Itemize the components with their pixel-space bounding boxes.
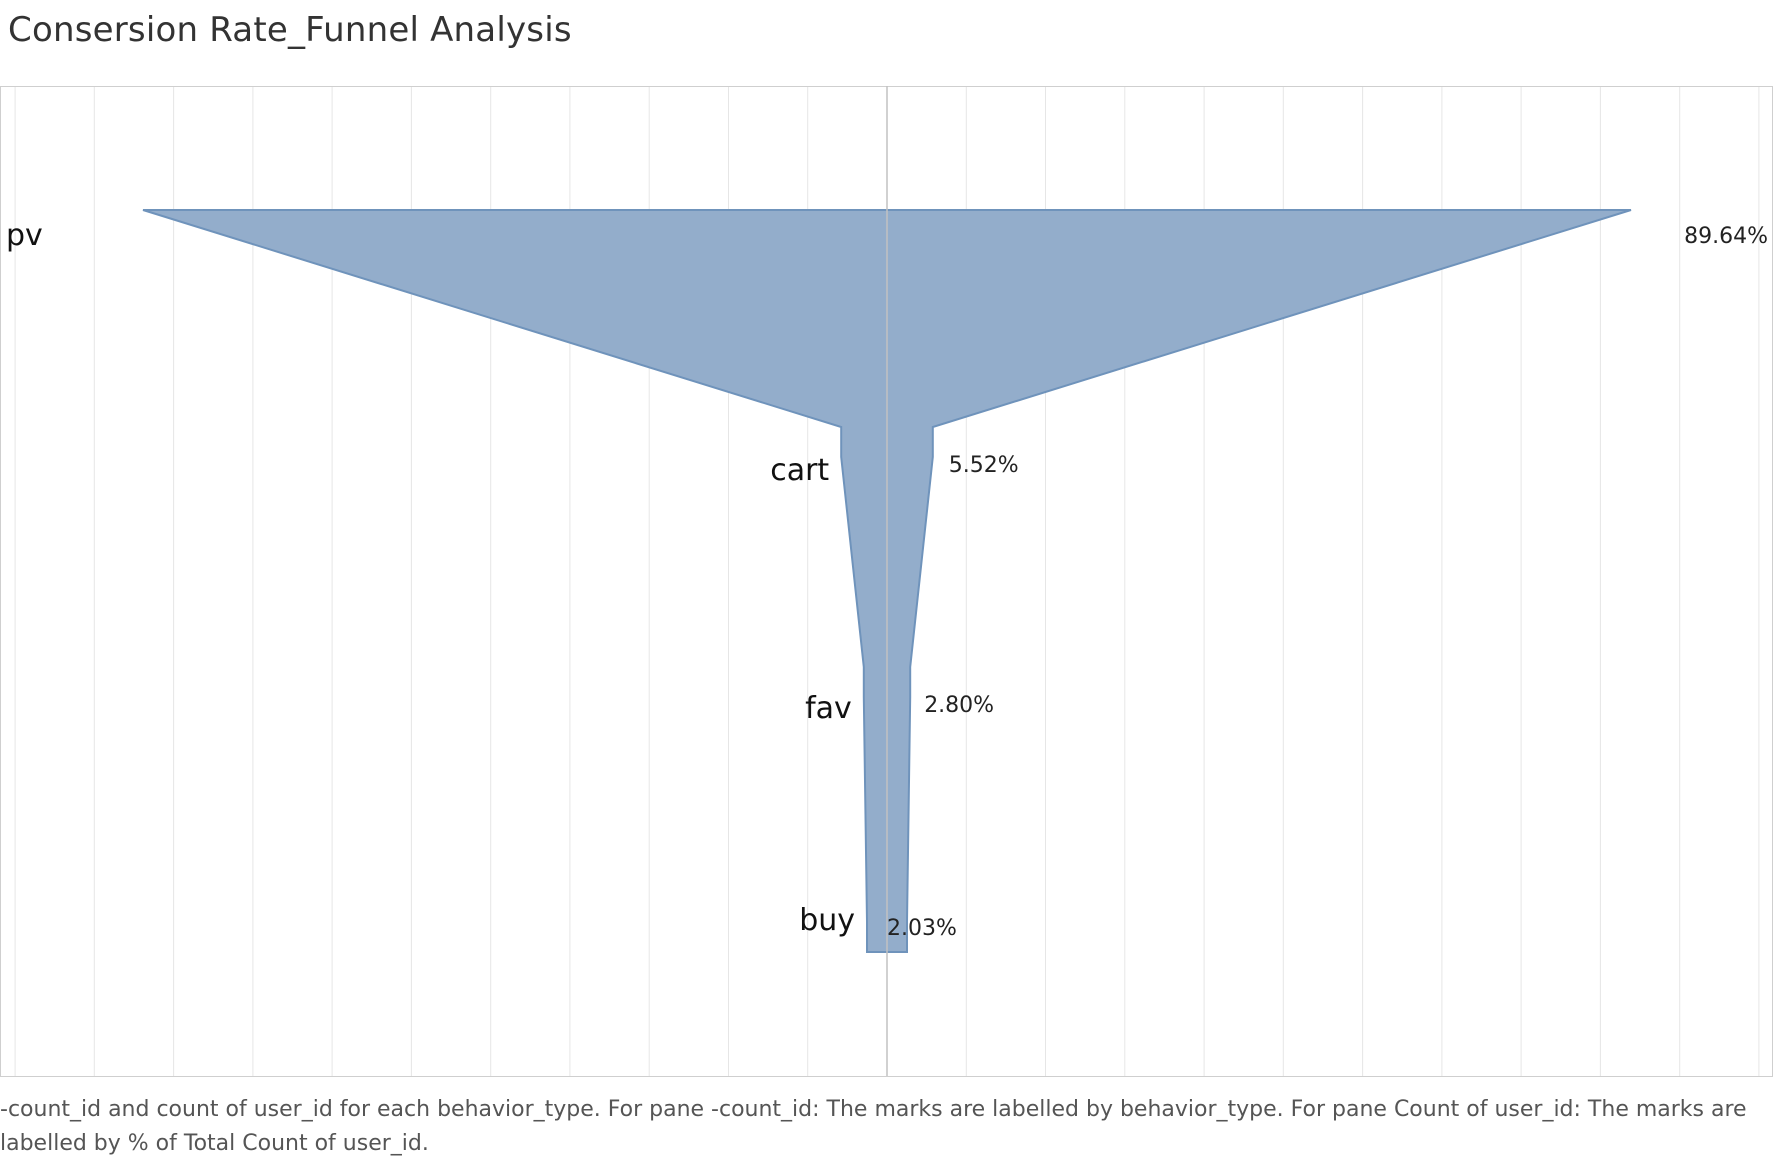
value-label-fav: 2.80% [924,693,994,718]
chart-title: Consersion Rate_Funnel Analysis [8,10,572,50]
category-label-buy: buy [799,903,855,938]
labels: pv cart fav buy 89.64% 5.52% 2.80% 2.03% [6,218,1768,941]
category-label-pv: pv [6,218,43,253]
value-label-cart: 5.52% [949,453,1019,478]
value-label-buy: 2.03% [887,916,957,941]
chart-caption: -count_id and count of user_id for each … [0,1097,1747,1156]
category-label-fav: fav [805,691,852,726]
category-label-cart: cart [770,453,829,488]
value-label-pv: 89.64% [1684,224,1768,249]
